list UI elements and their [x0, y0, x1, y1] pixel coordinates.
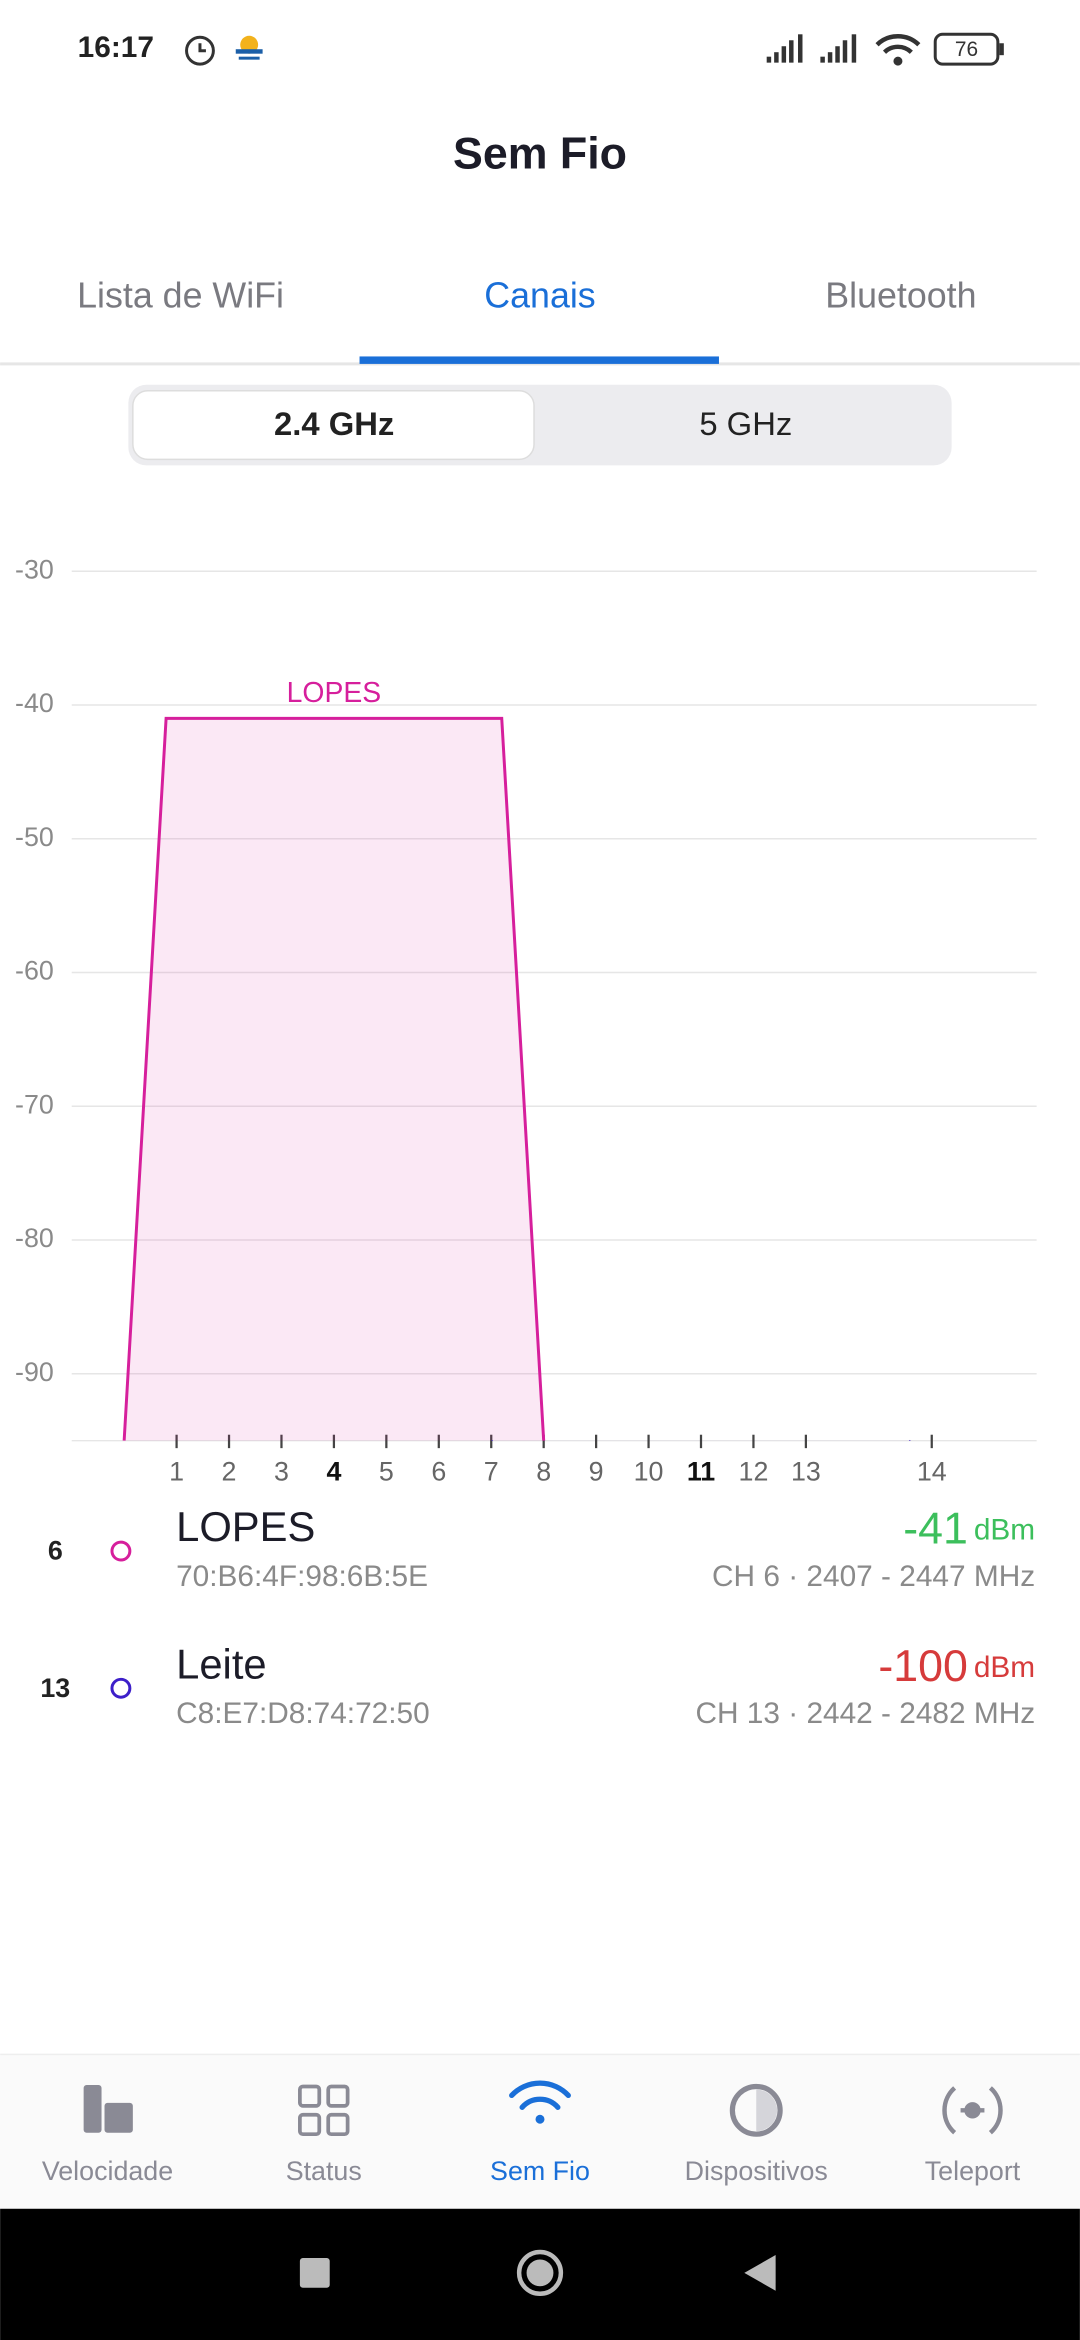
band-label[interactable]: 5 GHz	[699, 405, 792, 442]
bottom-nav-border	[0, 2053, 1080, 2056]
nav-icon-speed[interactable]	[83, 2084, 133, 2133]
tab-label[interactable]: Canais	[484, 276, 595, 316]
y-tick-label: -50	[15, 822, 54, 852]
tab-indicator	[359, 356, 719, 364]
network-signal: -100 dBm	[878, 1641, 1035, 1691]
network-channel: 13	[40, 1673, 70, 1703]
status-icons-right	[766, 32, 1004, 66]
nav-label[interactable]: Velocidade	[42, 2156, 173, 2186]
nav-label[interactable]: Status	[286, 2156, 362, 2186]
signal-unit: dBm	[974, 1514, 1035, 1547]
network-mac: 70:B6:4F:98:6B:5E	[176, 1560, 428, 1593]
network-detail: CH 6 · 2407 - 2447 MHz	[712, 1560, 1035, 1593]
network-name[interactable]: Leite	[176, 1640, 267, 1687]
home-button-dot	[526, 2259, 554, 2287]
network-signal: -41 dBm	[903, 1503, 1035, 1553]
tab-label[interactable]: Bluetooth	[825, 276, 976, 316]
back-button[interactable]	[744, 2254, 776, 2291]
x-tick-label: 5	[379, 1457, 394, 1487]
x-tick-label: 14	[917, 1457, 947, 1487]
x-tick-label: 6	[431, 1457, 446, 1487]
x-tick-label: 13	[791, 1457, 821, 1487]
nav-label[interactable]: Teleport	[925, 2156, 1021, 2186]
x-tick-label: 8	[536, 1457, 551, 1487]
nav-label[interactable]: Dispositivos	[685, 2156, 828, 2186]
channel-label: LOPES	[287, 677, 381, 709]
x-tick-label: 3	[274, 1457, 289, 1487]
tab-label[interactable]: Lista de WiFi	[77, 276, 284, 316]
y-tick-label: -80	[15, 1223, 54, 1253]
screen-title: Sem Fio	[453, 128, 627, 178]
y-tick-label: -60	[15, 956, 54, 986]
network-name[interactable]: LOPES	[176, 1503, 315, 1550]
battery-level: 76	[955, 38, 978, 61]
home-button[interactable]	[516, 2249, 564, 2297]
x-tick-label: 10	[634, 1457, 664, 1487]
status-time: 16:17	[78, 31, 154, 64]
signal-value: -41	[903, 1503, 968, 1553]
y-tick-label: -90	[15, 1357, 54, 1387]
x-tick-label: 7	[484, 1457, 499, 1487]
nav-icon-status[interactable]	[298, 2084, 350, 2137]
recents-button[interactable]	[299, 2257, 330, 2288]
status-icons-left	[185, 35, 263, 66]
x-tick-label: 11	[687, 1457, 715, 1487]
band-label[interactable]: 2.4 GHz	[274, 405, 394, 442]
y-tick-label: -70	[15, 1089, 54, 1119]
x-tick-label: 12	[739, 1457, 769, 1487]
network-dot	[110, 1540, 132, 1562]
network-dot	[110, 1677, 132, 1699]
signal-unit: dBm	[974, 1651, 1035, 1684]
signal-value: -100	[878, 1641, 968, 1691]
nav-icon-devices[interactable]	[729, 2083, 783, 2137]
y-tick-label: -40	[15, 688, 54, 718]
channel-area	[122, 716, 546, 1441]
x-tick-label: 2	[222, 1457, 237, 1487]
x-tick-label: 9	[589, 1457, 604, 1487]
nav-label[interactable]: Sem Fio	[490, 2156, 590, 2186]
network-mac: C8:E7:D8:74:72:50	[176, 1697, 430, 1730]
band-selected	[132, 390, 535, 461]
nav-icon-teleport[interactable]	[942, 2086, 1003, 2135]
network-channel: 6	[48, 1536, 63, 1566]
network-detail: CH 13 · 2442 - 2482 MHz	[695, 1697, 1035, 1730]
nav-icon-wifi[interactable]	[509, 2080, 571, 2124]
y-tick-label: -30	[15, 554, 54, 584]
x-tick-label: 1	[169, 1457, 184, 1487]
x-tick-label: 4	[326, 1457, 341, 1487]
